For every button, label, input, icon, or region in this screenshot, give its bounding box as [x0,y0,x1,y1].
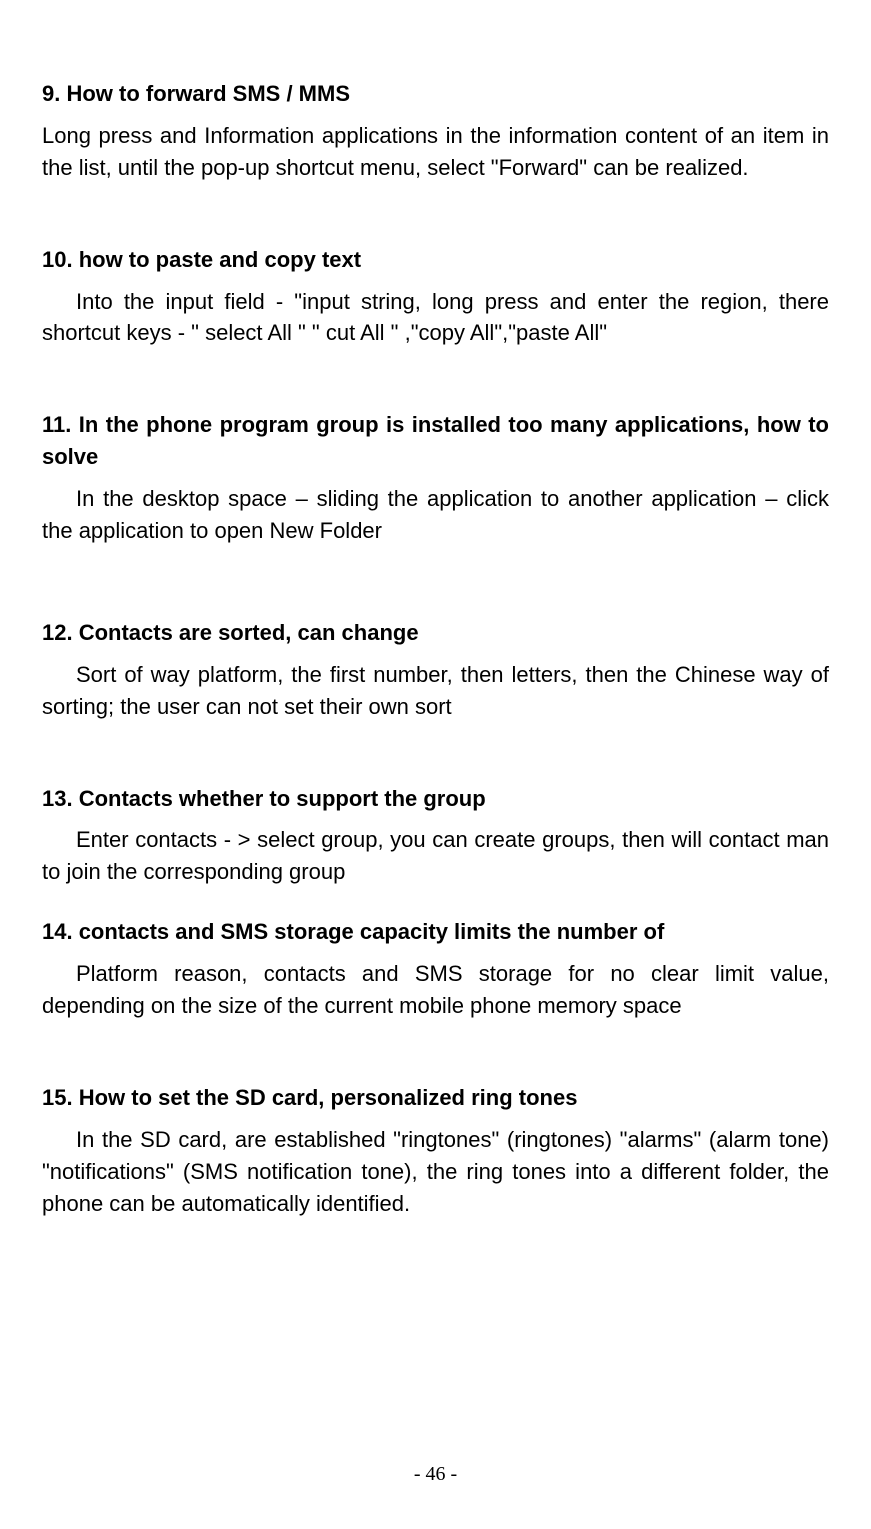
heading-11: 11. In the phone program group is instal… [42,409,829,473]
spacer [42,184,829,244]
spacer [42,547,829,617]
body-12: Sort of way platform, the first number, … [42,659,829,723]
body-15: In the SD card, are established "rington… [42,1124,829,1220]
spacer [42,723,829,783]
body-9: Long press and Information applications … [42,120,829,184]
heading-15: 15. How to set the SD card, personalized… [42,1082,829,1114]
spacer [42,349,829,409]
body-13: Enter contacts - > select group, you can… [42,824,829,888]
page-number: - 46 - [0,1460,871,1489]
document-page: 9. How to forward SMS / MMS Long press a… [0,0,871,1529]
spacer [42,1022,829,1082]
body-10: Into the input field - "input string, lo… [42,286,829,350]
heading-14: 14. contacts and SMS storage capacity li… [42,916,829,948]
spacer [42,888,829,916]
heading-9: 9. How to forward SMS / MMS [42,78,829,110]
heading-12: 12. Contacts are sorted, can change [42,617,829,649]
body-14: Platform reason, contacts and SMS storag… [42,958,829,1022]
heading-10: 10. how to paste and copy text [42,244,829,276]
body-11: In the desktop space – sliding the appli… [42,483,829,547]
heading-13: 13. Contacts whether to support the grou… [42,783,829,815]
